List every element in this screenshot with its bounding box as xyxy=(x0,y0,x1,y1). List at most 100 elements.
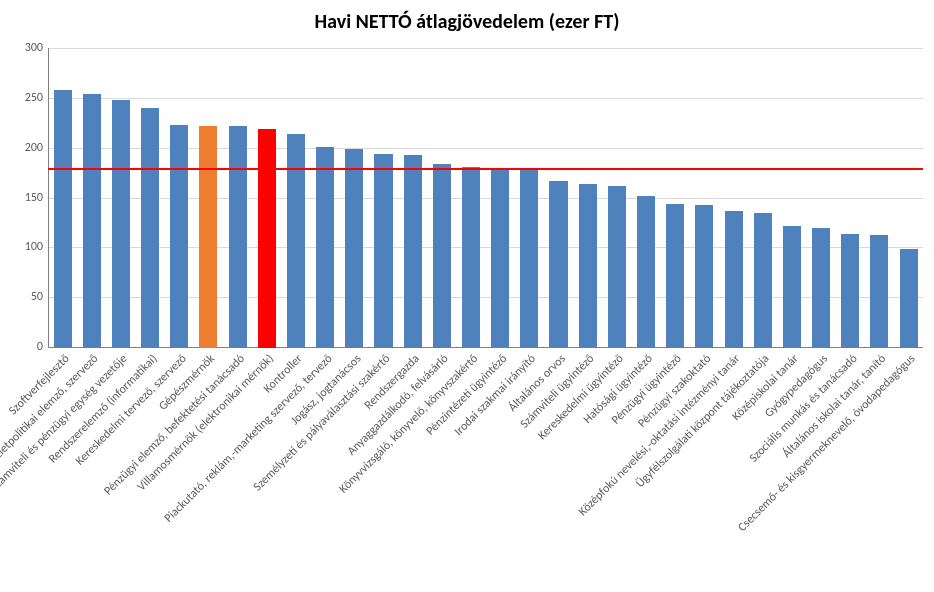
x-label-slot: Villamosmérnök (elektronikai mérnök) xyxy=(252,348,281,592)
bar xyxy=(199,126,217,348)
chart-title: Havi NETTÓ átlagjövedelem (ezer FT) xyxy=(0,0,934,42)
x-label-slot: Pénzügyi elemző, befektetési tanácsadó xyxy=(223,348,252,592)
bar xyxy=(170,125,188,348)
x-axis-label: Pénzügyi szakoktató xyxy=(636,352,715,431)
x-axis-label: Számviteli ügyintéző xyxy=(518,352,597,431)
x-label-slot: Szoftverfejlesztő xyxy=(48,348,77,592)
bar xyxy=(870,235,888,348)
bar-slot xyxy=(865,48,894,348)
x-label-slot: Általános orvos xyxy=(544,348,573,592)
bar xyxy=(549,181,567,348)
x-axis-label: Kereskedelmi tervező, szervező xyxy=(73,352,189,468)
bar-slot xyxy=(252,48,281,348)
x-label-slot: Piackutató, reklám,-marketing szervező, … xyxy=(311,348,340,592)
bar xyxy=(287,134,305,348)
bar xyxy=(725,211,743,348)
x-label-slot: Üzletpolitikai elemző, szervező xyxy=(77,348,106,592)
bar xyxy=(345,149,363,348)
x-label-slot: Általános iskolai tanár, tanító xyxy=(865,348,894,592)
bar xyxy=(462,167,480,348)
x-label-slot: Középfokú nevelési,-oktatási intézményi … xyxy=(719,348,748,592)
y-tick-label: 200 xyxy=(25,141,43,155)
bar xyxy=(316,147,334,348)
x-axis-label: Számviteli és pénzügyi egység vezetője xyxy=(0,352,131,495)
bar-slot xyxy=(894,48,923,348)
bar xyxy=(608,186,626,348)
bar xyxy=(520,169,538,348)
x-label-slot: Rendszerelemző (informatikai) xyxy=(136,348,165,592)
x-axis-label: Pénzügyi ügyintéző xyxy=(610,352,685,427)
y-tick-label: 250 xyxy=(25,91,43,105)
bar xyxy=(637,196,655,348)
x-label-slot: Gyógypedagógus xyxy=(806,348,835,592)
bar-slot xyxy=(777,48,806,348)
bar xyxy=(54,90,72,348)
x-label-slot: Pénzügyi szakoktató xyxy=(690,348,719,592)
bar-slot xyxy=(427,48,456,348)
x-axis-label: Könyvvizsgáló, könyvelő, könyvszakértő xyxy=(337,352,481,496)
x-label-slot: Gépészmérnök xyxy=(194,348,223,592)
x-label-slot: Kereskedelmi tervező, szervező xyxy=(165,348,194,592)
bar-slot xyxy=(515,48,544,348)
x-axis-label: Középfokú nevelési,-oktatási intézményi … xyxy=(576,352,743,519)
x-axis-label: Általános iskolai tanár, tanító xyxy=(780,352,889,461)
x-label-slot: Ügyfélszolgálati központ tájékoztatója xyxy=(748,348,777,592)
x-label-slot: Irodai szakmai irányító xyxy=(515,348,544,592)
x-axis-label: Rendszerelemző (informatikai) xyxy=(46,352,160,466)
bar-slot xyxy=(573,48,602,348)
bar-slot xyxy=(136,48,165,348)
bar xyxy=(695,205,713,348)
y-tick-label: 150 xyxy=(25,191,43,205)
x-axis-label: Pénzügyi elemző, befektetési tanácsadó xyxy=(101,352,247,498)
y-tick-label: 50 xyxy=(31,290,43,304)
x-axis-label: Irodai szakmai irányító xyxy=(452,352,539,439)
x-axis-label: Középiskolai tanár xyxy=(730,352,802,424)
bar xyxy=(433,164,451,348)
bar xyxy=(83,94,101,348)
x-label-slot: Pénzintézeti ügyintéző xyxy=(486,348,515,592)
y-tick-label: 100 xyxy=(25,240,43,254)
bar xyxy=(404,155,422,348)
x-label-slot: Szociális munkás és tanácsadó xyxy=(836,348,865,592)
bar-slot xyxy=(690,48,719,348)
bar xyxy=(579,184,597,348)
bar xyxy=(229,126,247,348)
bar xyxy=(491,168,509,348)
x-axis-label: Kontroller xyxy=(262,352,306,396)
bar-slot xyxy=(456,48,485,348)
x-label-slot: Könyvvizsgáló, könyvelő, könyvszakértő xyxy=(456,348,485,592)
bar-slot xyxy=(806,48,835,348)
x-axis-label: Ügyfélszolgálati központ tájékoztatója xyxy=(634,352,773,491)
x-label-slot: Pénzügyi ügyintéző xyxy=(661,348,690,592)
x-axis-label: Villamosmérnök (elektronikai mérnök) xyxy=(135,352,277,494)
y-tick-label: 300 xyxy=(25,41,43,55)
bar xyxy=(258,129,276,348)
x-axis-label: Rendszergazda xyxy=(362,352,423,413)
bar-slot xyxy=(602,48,631,348)
x-label-slot: Csecsemő- és kisgyermeknevelő, óvodapeda… xyxy=(894,348,923,592)
x-axis-label: Anyaggazdálkodó, felvásárló xyxy=(345,352,451,458)
bar-slot xyxy=(165,48,194,348)
x-axis-labels: SzoftverfejlesztőÜzletpolitikai elemző, … xyxy=(48,348,923,592)
bar xyxy=(141,108,159,348)
bar-slot xyxy=(544,48,573,348)
bar-slot xyxy=(340,48,369,348)
y-tick-label: 0 xyxy=(37,340,43,354)
bar-slot xyxy=(106,48,135,348)
bar xyxy=(112,100,130,348)
bar xyxy=(666,204,684,348)
bar-slot xyxy=(719,48,748,348)
x-axis-label: Pénzintézeti ügyintéző xyxy=(424,352,510,438)
bar xyxy=(754,213,772,348)
bars-layer xyxy=(48,48,923,348)
bar-slot xyxy=(77,48,106,348)
x-axis-label: Gépészmérnök xyxy=(157,352,219,414)
x-axis-label: Üzletpolitikai elemző, szervező xyxy=(0,352,102,467)
x-label-slot: Kereskedelmi ügyintéző xyxy=(602,348,631,592)
x-label-slot: Rendszergazda xyxy=(398,348,427,592)
x-label-slot: Kontroller xyxy=(281,348,310,592)
bar-slot xyxy=(661,48,690,348)
x-axis-label: Hatósági ügyintéző xyxy=(581,352,656,427)
bar-slot xyxy=(311,48,340,348)
x-label-slot: Anyaggazdálkodó, felvásárló xyxy=(427,348,456,592)
